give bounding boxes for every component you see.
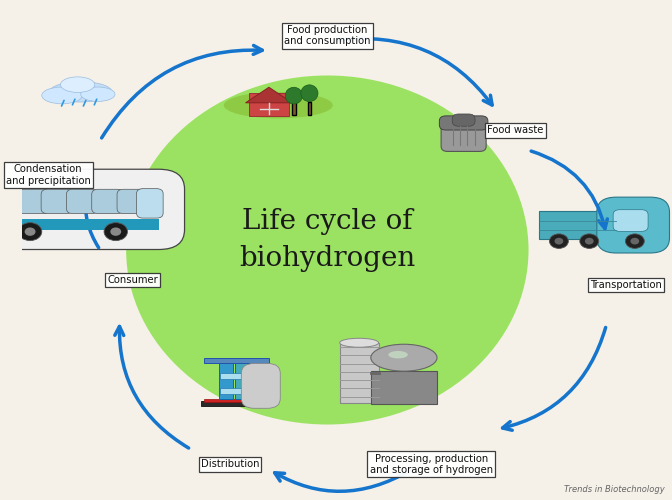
FancyBboxPatch shape — [201, 402, 272, 406]
Circle shape — [110, 228, 121, 236]
FancyBboxPatch shape — [0, 169, 185, 250]
FancyBboxPatch shape — [204, 398, 246, 402]
FancyBboxPatch shape — [136, 188, 163, 218]
Ellipse shape — [126, 76, 528, 424]
FancyBboxPatch shape — [241, 364, 280, 408]
FancyBboxPatch shape — [92, 190, 124, 214]
FancyBboxPatch shape — [371, 371, 437, 404]
Ellipse shape — [388, 351, 408, 358]
Circle shape — [18, 222, 42, 240]
Ellipse shape — [81, 87, 115, 102]
FancyBboxPatch shape — [3, 219, 159, 230]
FancyBboxPatch shape — [220, 373, 251, 379]
Ellipse shape — [371, 344, 437, 371]
FancyBboxPatch shape — [41, 190, 73, 214]
Text: Transportation: Transportation — [590, 280, 662, 290]
Text: Consumer: Consumer — [108, 275, 158, 285]
Circle shape — [25, 228, 36, 236]
Ellipse shape — [301, 85, 318, 102]
Ellipse shape — [42, 87, 82, 104]
Text: Condensation
and precipitation: Condensation and precipitation — [6, 164, 91, 186]
FancyBboxPatch shape — [308, 102, 311, 115]
FancyBboxPatch shape — [439, 116, 488, 130]
Text: Trends in Biotechnology: Trends in Biotechnology — [564, 486, 665, 494]
Ellipse shape — [60, 77, 95, 92]
FancyBboxPatch shape — [117, 190, 149, 214]
FancyBboxPatch shape — [452, 114, 475, 126]
FancyBboxPatch shape — [218, 362, 233, 399]
Text: Food production
and consumption: Food production and consumption — [284, 25, 370, 46]
FancyBboxPatch shape — [204, 358, 269, 364]
Ellipse shape — [286, 88, 302, 104]
Circle shape — [580, 234, 599, 248]
FancyBboxPatch shape — [292, 102, 296, 115]
FancyBboxPatch shape — [17, 190, 50, 214]
FancyBboxPatch shape — [441, 120, 486, 152]
Ellipse shape — [224, 92, 333, 118]
FancyBboxPatch shape — [339, 342, 378, 402]
Circle shape — [104, 222, 128, 240]
FancyBboxPatch shape — [597, 197, 669, 253]
FancyBboxPatch shape — [249, 93, 289, 116]
FancyBboxPatch shape — [613, 210, 648, 232]
FancyBboxPatch shape — [220, 388, 251, 394]
Circle shape — [585, 238, 593, 244]
Text: Processing, production
and storage of hydrogen: Processing, production and storage of hy… — [370, 454, 493, 475]
Ellipse shape — [50, 82, 112, 102]
Text: Life cycle of
biohydrogen: Life cycle of biohydrogen — [239, 208, 415, 272]
FancyBboxPatch shape — [235, 362, 253, 399]
FancyBboxPatch shape — [539, 211, 616, 240]
FancyBboxPatch shape — [67, 190, 98, 214]
Text: Distribution: Distribution — [201, 460, 259, 469]
Circle shape — [554, 238, 563, 244]
Circle shape — [630, 238, 639, 244]
Circle shape — [550, 234, 569, 248]
Text: Food waste: Food waste — [487, 126, 544, 136]
Circle shape — [626, 234, 644, 248]
Ellipse shape — [339, 338, 378, 347]
Polygon shape — [245, 88, 292, 103]
